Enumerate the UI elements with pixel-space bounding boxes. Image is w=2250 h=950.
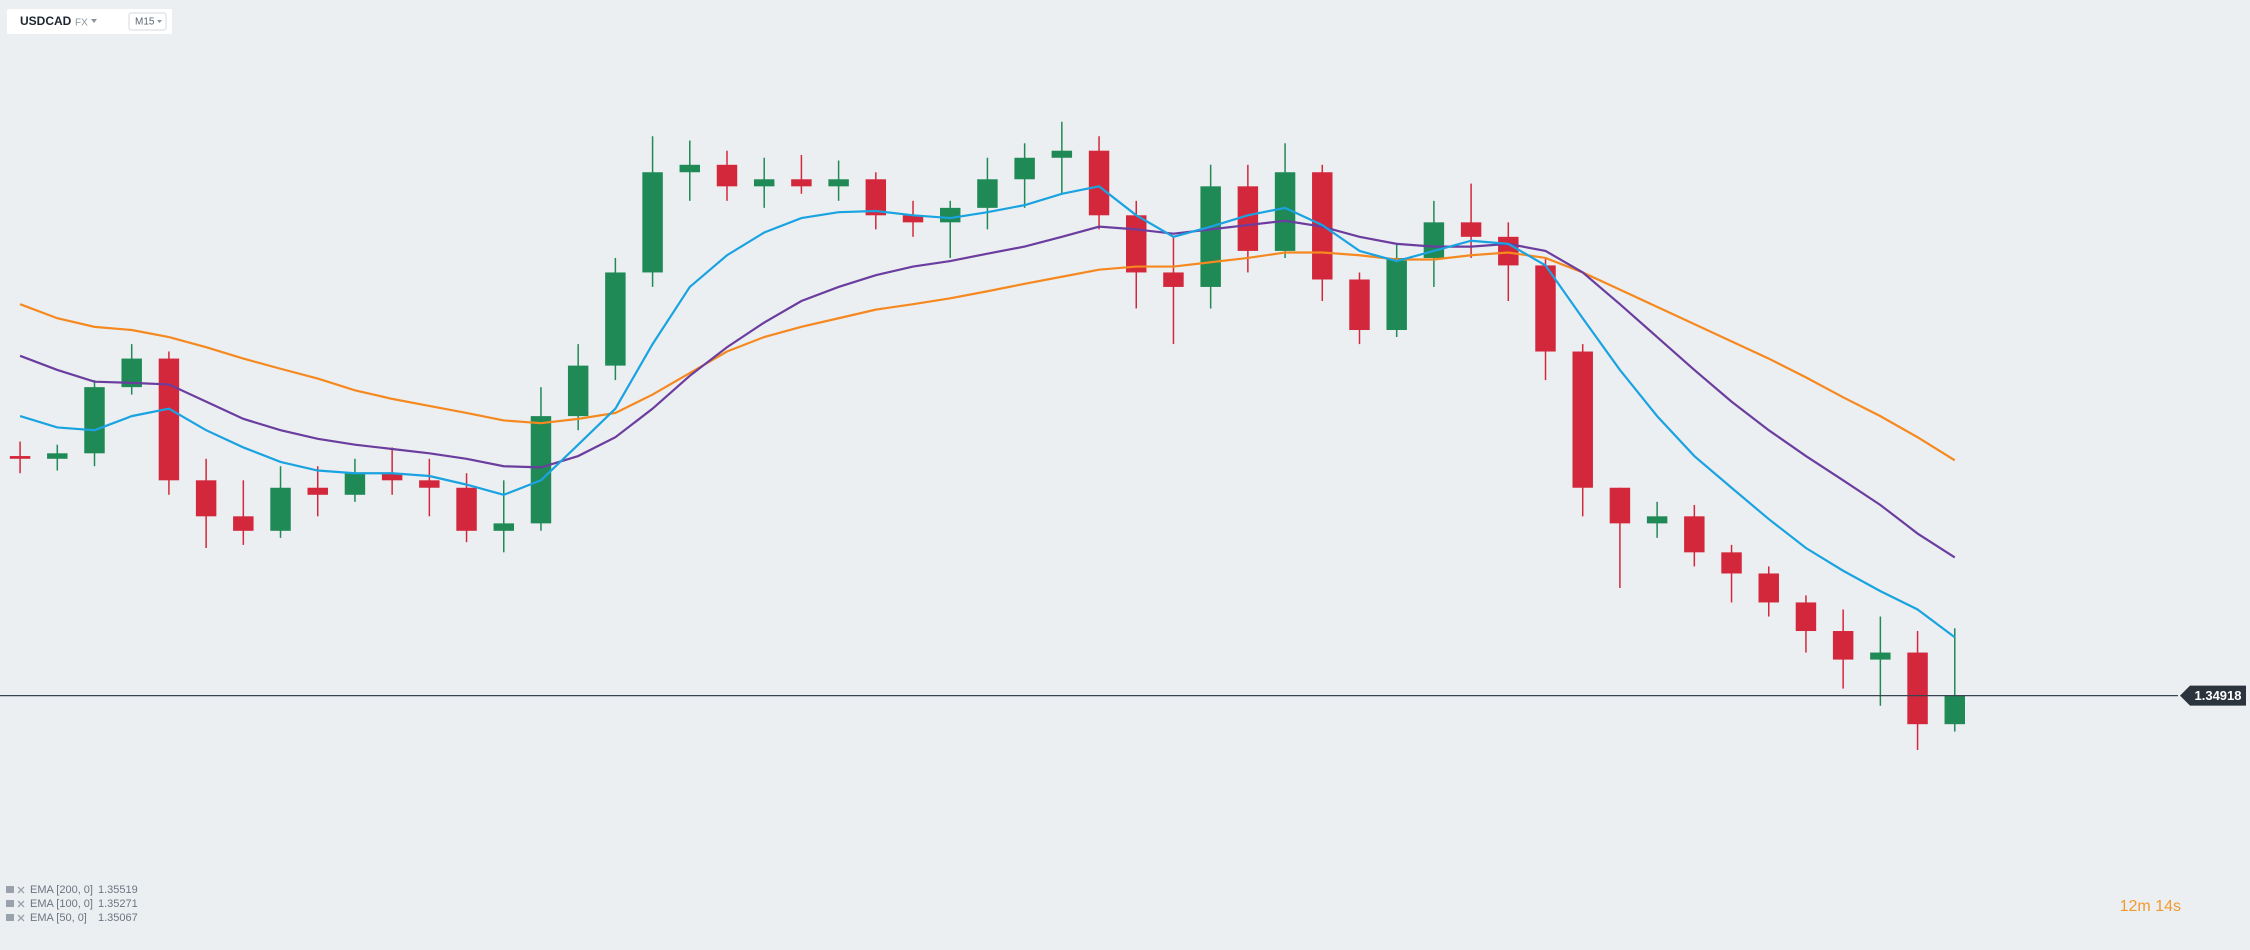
candle-body: [1498, 236, 1519, 266]
candle-body: [1646, 516, 1668, 524]
candle-body: [381, 473, 403, 481]
candle-body: [865, 179, 887, 216]
candle-body: [1088, 150, 1110, 216]
timeframe[interactable]: M15: [135, 17, 155, 28]
candle-body: [1572, 351, 1593, 488]
candle-body: [456, 487, 477, 531]
last-price-label: 1.34918: [2195, 688, 2242, 703]
candle-body: [753, 179, 775, 187]
candle-body: [1609, 487, 1631, 524]
candle-body: [1870, 652, 1891, 660]
legend-close-icon: [17, 900, 25, 908]
candle-body: [1832, 631, 1854, 660]
candle-body: [1684, 516, 1705, 553]
candle-body: [493, 523, 514, 531]
candle-body: [1126, 215, 1147, 273]
candle-body: [233, 516, 254, 531]
candle-body: [307, 487, 328, 495]
marks-layer: [9, 121, 1965, 751]
countdown: 12m 14s: [2120, 898, 2181, 915]
candle-body: [1721, 552, 1742, 574]
timeframe-dropdown-icon[interactable]: [157, 20, 162, 23]
candle-body: [1349, 279, 1370, 330]
market-dropdown-icon[interactable]: [91, 19, 97, 23]
candle-body: [84, 387, 105, 454]
symbol[interactable]: USDCAD: [20, 14, 72, 28]
legend-name: EMA [100, 0]: [30, 898, 93, 910]
legend-icon: [6, 914, 14, 921]
candle-body: [195, 480, 217, 517]
candle-body: [977, 179, 998, 208]
legend-value: 1.35271: [98, 898, 138, 910]
lines-layer: [0, 185, 2178, 697]
legend-icon: [6, 886, 14, 893]
last-price-marker: [2180, 685, 2246, 706]
legend-value: 1.35067: [98, 912, 138, 924]
ema-line: [19, 251, 1956, 462]
timeframe-box[interactable]: [128, 12, 167, 31]
candle-body: [1274, 172, 1296, 251]
candle-body: [939, 207, 961, 223]
candle-body: [1237, 186, 1259, 251]
candle-body: [1014, 157, 1035, 180]
legend-name: EMA [50, 0]: [30, 912, 87, 924]
candle-body: [270, 487, 291, 531]
ema-line: [19, 185, 1956, 639]
legend-name: EMA [200, 0]: [30, 884, 93, 896]
candle-body: [902, 215, 924, 223]
legend-value: 1.35519: [98, 884, 138, 896]
candle-body: [1795, 602, 1817, 632]
candle-body: [1907, 652, 1928, 725]
candle-body: [567, 365, 589, 417]
overlay-layer: USDCAD FX M15 12m 14s 1.34918 EMA [200, 0…: [6, 9, 2246, 924]
candle-body: [791, 179, 812, 187]
candle-body: [1200, 186, 1221, 287]
candle-body: [419, 480, 440, 488]
candle-body: [47, 453, 68, 459]
candle-body: [642, 172, 663, 273]
legend-close-icon: [17, 886, 25, 894]
candle-body: [530, 416, 552, 524]
candle-body: [1163, 272, 1184, 287]
candle-body: [828, 179, 849, 187]
candle-body: [158, 358, 180, 481]
ema-line: [19, 219, 1956, 559]
candle-body: [716, 164, 738, 187]
candle-body: [9, 456, 31, 459]
candle-body: [1386, 257, 1407, 330]
candle-body: [1944, 695, 1965, 725]
candle-body: [1535, 265, 1556, 352]
candle-body: [121, 358, 142, 388]
candle-body: [1460, 222, 1482, 237]
candle-body: [679, 164, 701, 173]
candle-body: [605, 272, 626, 366]
market[interactable]: FX: [75, 18, 88, 29]
candle-body: [1051, 150, 1073, 158]
legend-close-icon: [17, 914, 25, 922]
candle-body: [1758, 573, 1779, 603]
candle-body: [344, 473, 366, 495]
legend-icon: [6, 900, 14, 907]
